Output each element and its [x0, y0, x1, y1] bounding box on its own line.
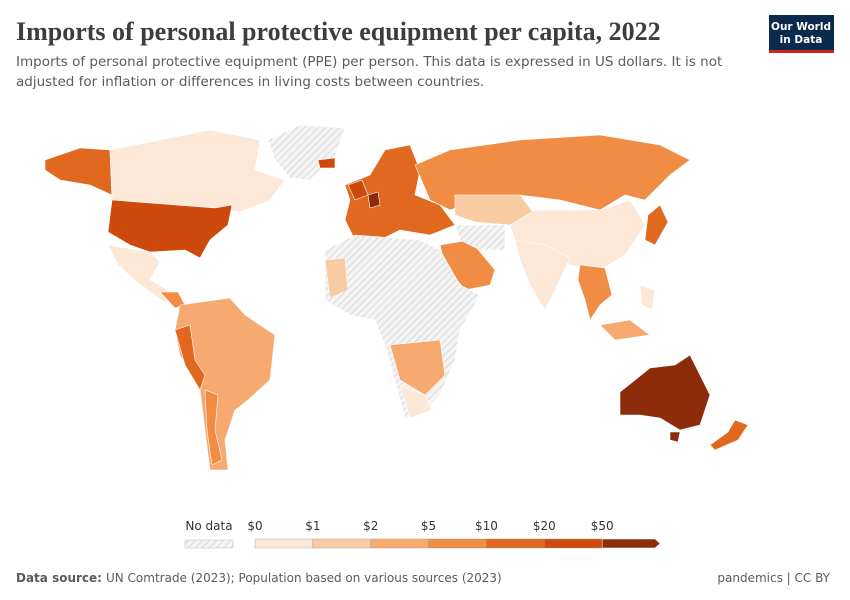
country: [267, 124, 346, 181]
country: [514, 239, 571, 311]
legend-label: $10: [475, 519, 498, 533]
legend-swatch: [428, 538, 487, 549]
logo-text: in Data: [780, 34, 823, 46]
source: Data source: UN Comtrade (2023); Populati…: [16, 571, 502, 585]
country: [454, 224, 506, 251]
legend-label: $20: [533, 519, 556, 533]
legend: No data $0 $1 $2 $5 $10 $20 $50: [184, 519, 661, 549]
legend-label: No data: [185, 519, 232, 533]
country: [174, 324, 206, 391]
logo-bar: [769, 50, 834, 53]
title: Imports of personal protective equipment…: [16, 17, 661, 46]
subtitle: adjusted for inflation or differences in…: [16, 74, 484, 90]
country: [389, 339, 446, 396]
legend-swatch: [544, 538, 603, 549]
country: [619, 354, 711, 431]
legend-label: $5: [421, 519, 436, 533]
legend-swatch: [312, 538, 371, 549]
license: pandemics | CC BY: [717, 571, 830, 585]
logo[interactable]: Our World in Data: [769, 15, 834, 53]
legend-swatch: [254, 538, 314, 549]
country: [324, 257, 349, 299]
country: [44, 147, 113, 196]
country: [669, 431, 681, 443]
legend-swatch: [601, 538, 661, 549]
country: [107, 199, 233, 259]
country: [174, 297, 276, 471]
legend-label: $50: [591, 519, 614, 533]
legend-label: $1: [305, 519, 320, 533]
legend-swatch: [370, 538, 429, 549]
country: [367, 191, 381, 209]
country: [709, 419, 749, 451]
country: [399, 384, 433, 419]
world-map: [44, 124, 749, 471]
country: [639, 284, 656, 311]
legend-swatch: [486, 538, 545, 549]
country: [317, 157, 336, 169]
legend-label: $0: [247, 519, 262, 533]
logo-text: Our World: [771, 21, 831, 33]
country: [204, 389, 223, 466]
country: [577, 264, 613, 321]
logo-box: [769, 15, 834, 50]
country: [644, 204, 669, 246]
subtitle: Imports of personal protective equipment…: [16, 54, 722, 70]
legend-label: $2: [363, 519, 378, 533]
no-data-swatch: [184, 539, 234, 549]
country: [599, 319, 651, 341]
source-label: Data source:: [16, 571, 102, 585]
country: [109, 129, 286, 213]
source-text: UN Comtrade (2023); Population based on …: [106, 571, 502, 585]
